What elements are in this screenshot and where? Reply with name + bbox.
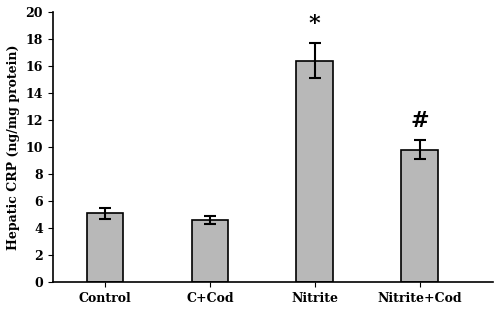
Text: *: * <box>309 13 320 35</box>
Text: #: # <box>410 110 429 132</box>
Bar <box>402 150 438 282</box>
Bar <box>192 220 228 282</box>
Y-axis label: Hepatic CRP (ng/mg protein): Hepatic CRP (ng/mg protein) <box>7 44 20 250</box>
Bar <box>87 213 124 282</box>
Bar <box>296 61 333 282</box>
